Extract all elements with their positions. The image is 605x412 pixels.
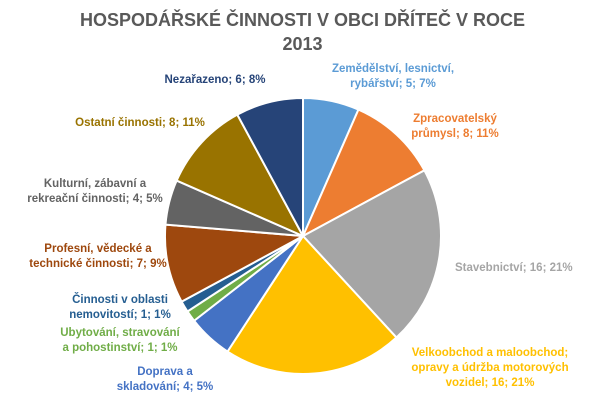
pie-slice-10 <box>235 96 304 237</box>
slice-label-6: Činnosti v oblasti nemovitostí; 1; 1% <box>69 294 171 321</box>
slice-label-5: Ubytování, stravování a pohostinství; 1;… <box>60 327 180 354</box>
pie-slice-1 <box>300 108 426 239</box>
slice-label-10: Nezařazeno; 6; 8% <box>164 74 266 86</box>
slice-label-8: Kulturní, zábavní a rekreační činnosti; … <box>27 178 163 205</box>
slice-label-2: Stavebnictví; 16; 21% <box>455 262 573 274</box>
slice-label-9: Ostatní činnosti; 8; 11% <box>75 117 205 129</box>
chart-title-line-2: 2013 <box>282 34 323 54</box>
slice-label-1: Zpracovatelský průmysl; 8; 11% <box>411 113 499 140</box>
slice-label-0: Zemědělství, lesnictví, rybářství; 5; 7% <box>331 63 455 90</box>
chart-title: HOSPODÁŘSKÉ ČINNOSTI V OBCI DŘÍTEČ V ROC… <box>0 8 605 56</box>
pie-slice-3 <box>226 234 398 375</box>
pie-slice-2 <box>301 168 442 339</box>
slice-label-4: Doprava a skladování; 4; 5% <box>116 366 214 393</box>
chart-title-line-1: HOSPODÁŘSKÉ ČINNOSTI V OBCI DŘÍTEČ V ROC… <box>79 10 526 30</box>
pie-slice-7 <box>164 223 307 304</box>
slice-label-7: Profesní, vědecké a technické činnosti; … <box>29 243 167 270</box>
pie-slice-9 <box>175 113 306 239</box>
slice-label-3: Velkoobchod a maloobchod; opravy a údržb… <box>411 347 569 389</box>
